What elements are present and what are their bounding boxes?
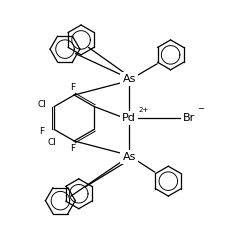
Text: F: F xyxy=(70,83,76,92)
Text: −: − xyxy=(197,104,204,114)
Text: As: As xyxy=(123,74,136,84)
Text: Pd: Pd xyxy=(122,113,136,123)
Text: F: F xyxy=(70,144,76,153)
Text: 2+: 2+ xyxy=(139,107,149,113)
Text: As: As xyxy=(123,152,136,162)
Text: Br: Br xyxy=(183,113,195,123)
Text: Cl: Cl xyxy=(37,100,46,109)
Text: Cl: Cl xyxy=(48,138,56,147)
Text: F: F xyxy=(39,127,44,136)
